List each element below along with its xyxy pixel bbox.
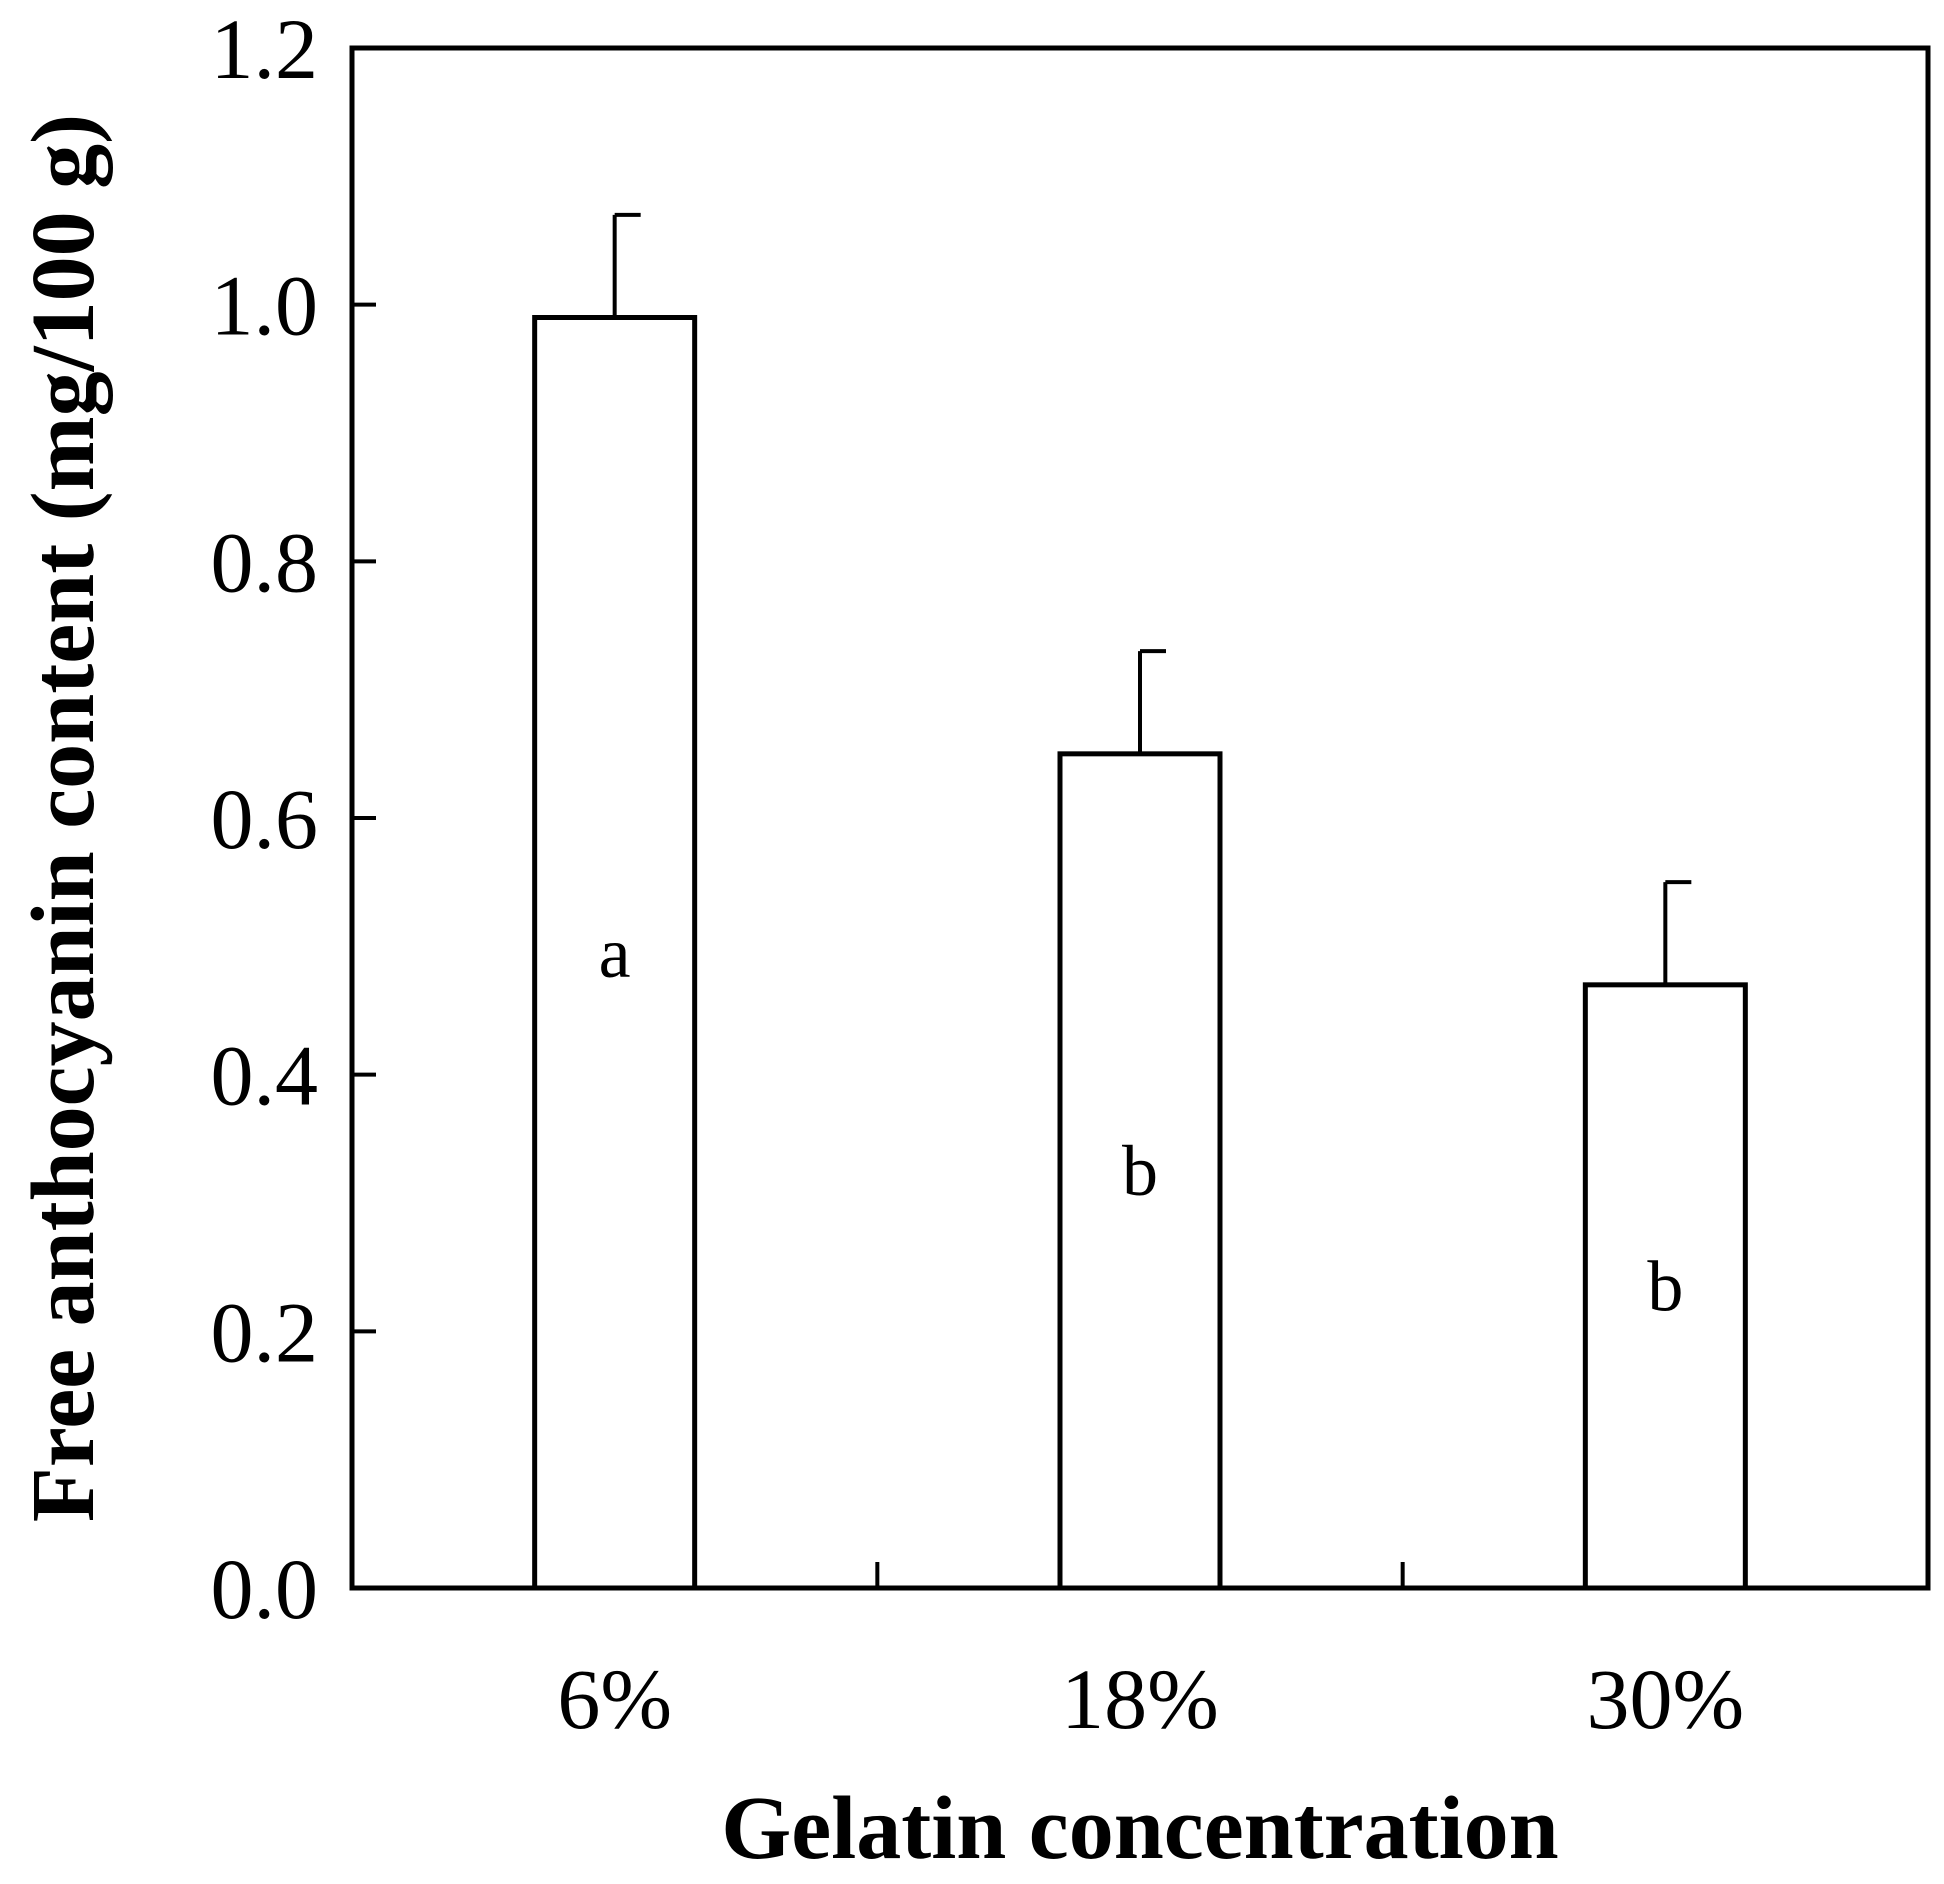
- bar: [1582, 982, 1748, 1591]
- x-tick-label: 6%: [557, 1651, 672, 1747]
- significance-label: b: [1647, 1246, 1683, 1326]
- y-tick-label: 0.0: [211, 1541, 319, 1637]
- bar: [1057, 751, 1223, 1591]
- y-tick-label: 0.2: [211, 1284, 319, 1380]
- x-tick-label: 30%: [1587, 1651, 1745, 1747]
- significance-label: b: [1122, 1131, 1158, 1211]
- bar: [532, 315, 698, 1591]
- y-axis: 0.0 0.2 0.4 0.6 0.8 1.0 1.2: [211, 1, 376, 1637]
- x-axis-separator-ticks: [875, 1562, 1405, 1588]
- y-axis-title: Free anthocyanin content (mg/100 g): [14, 114, 113, 1522]
- bars-group: a b b: [532, 212, 1748, 1591]
- x-axis-title: Gelatin concentration: [721, 1779, 1558, 1878]
- y-tick-label: 1.2: [211, 1, 319, 97]
- y-tick-label: 0.8: [211, 514, 319, 610]
- y-tick-label: 0.4: [211, 1028, 319, 1124]
- y-tick-label: 0.6: [211, 771, 319, 867]
- x-axis: 6% 18% 30%: [557, 1651, 1744, 1747]
- y-tick-label: 1.0: [211, 258, 319, 354]
- x-tick-label: 18%: [1061, 1651, 1219, 1747]
- significance-label: a: [599, 913, 631, 993]
